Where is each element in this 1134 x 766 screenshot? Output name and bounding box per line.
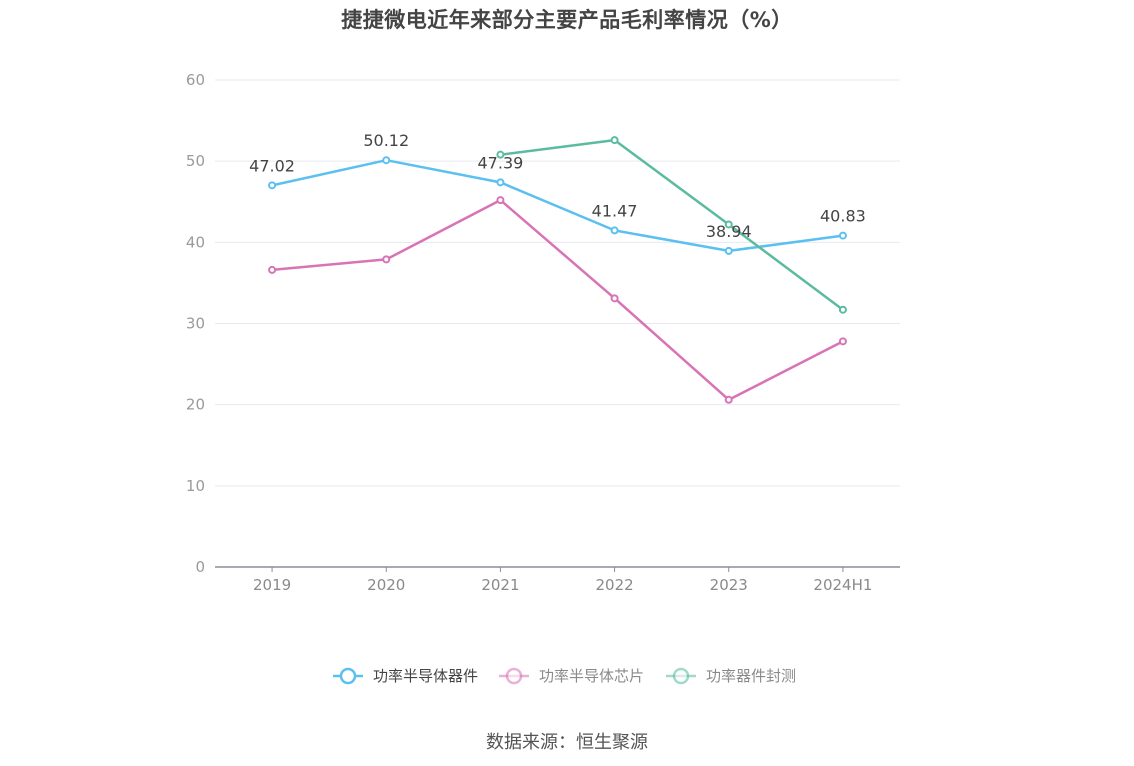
x-tick-label: 2021	[481, 576, 519, 594]
legend-marker-icon	[505, 667, 523, 685]
x-tick-label: 2019	[253, 576, 291, 594]
data-point[interactable]	[382, 255, 391, 264]
legend-item-1[interactable]: 功率半导体器件	[333, 667, 478, 685]
data-point[interactable]	[610, 226, 619, 235]
legend-label: 功率半导体器件	[373, 667, 478, 685]
data-point[interactable]	[838, 305, 847, 314]
y-tick-label: 10	[186, 477, 205, 495]
legend-marker-icon	[339, 667, 357, 685]
data-label: 47.02	[249, 156, 295, 175]
legend-marker-icon	[672, 667, 690, 685]
data-point[interactable]	[610, 136, 619, 145]
data-label: 50.12	[363, 131, 409, 150]
source-note: 数据来源：恒生聚源	[486, 732, 648, 753]
legend-item-2[interactable]: 功率半导体芯片	[499, 667, 644, 685]
y-tick-label: 20	[186, 396, 205, 414]
series-lines	[268, 136, 847, 404]
data-label: 38.94	[706, 222, 752, 241]
data-point[interactable]	[268, 181, 277, 190]
series-line-3	[500, 138, 844, 311]
legend-label: 功率器件封测	[706, 667, 796, 685]
legend: 功率半导体器件 功率半导体芯片 功率器件封测	[333, 667, 796, 685]
data-point[interactable]	[496, 178, 505, 187]
data-point[interactable]	[268, 265, 277, 274]
y-tick-label: 60	[186, 71, 205, 89]
data-label: 47.39	[478, 153, 524, 172]
data-point[interactable]	[724, 220, 733, 229]
chart-title: 捷捷微电近年来部分主要产品毛利率情况（%）	[341, 8, 793, 32]
legend-item-3[interactable]: 功率器件封测	[666, 667, 796, 685]
x-tick-label: 2023	[710, 576, 748, 594]
y-tick-label: 50	[186, 152, 205, 170]
series-line-2	[271, 198, 844, 402]
x-tick-label: 2020	[367, 576, 405, 594]
data-point[interactable]	[496, 196, 505, 205]
data-point[interactable]	[838, 337, 847, 346]
x-tick-label: 2022	[595, 576, 633, 594]
legend-label: 功率半导体芯片	[539, 667, 644, 685]
data-point[interactable]	[610, 294, 619, 303]
data-label: 40.83	[820, 207, 866, 226]
grid-lines	[215, 79, 900, 487]
y-axis-ticks: 0 10 20 30 40 50 60	[186, 71, 205, 576]
series-line-1	[271, 158, 844, 253]
data-point[interactable]	[724, 395, 733, 404]
x-axis: 2019 2020 2021 2022 2023 2024H1	[215, 566, 900, 594]
data-labels: 47.02 50.12 47.39 41.47 38.94 40.83	[249, 131, 866, 241]
data-point[interactable]	[838, 231, 847, 240]
data-label: 41.47	[592, 201, 638, 220]
y-tick-label: 0	[195, 558, 205, 576]
data-point[interactable]	[724, 246, 733, 255]
data-point[interactable]	[496, 150, 505, 159]
y-tick-label: 40	[186, 233, 205, 251]
y-tick-label: 30	[186, 315, 205, 333]
x-tick-label: 2024H1	[813, 576, 872, 594]
data-point[interactable]	[382, 156, 391, 165]
